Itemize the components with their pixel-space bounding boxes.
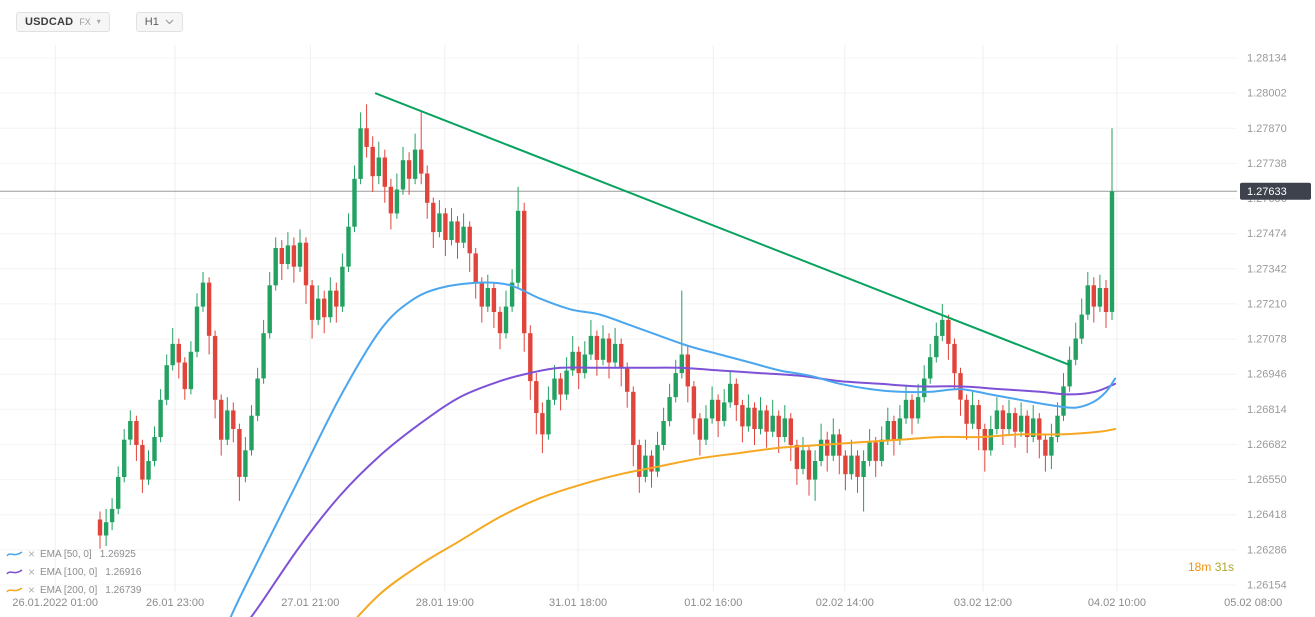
svg-text:1.27870: 1.27870 xyxy=(1247,123,1287,135)
candle-countdown: 18m 31s xyxy=(1188,560,1234,574)
svg-text:1.26550: 1.26550 xyxy=(1247,474,1287,486)
svg-text:1.27210: 1.27210 xyxy=(1247,298,1287,310)
svg-text:1.26154: 1.26154 xyxy=(1247,580,1287,592)
svg-text:1.28134: 1.28134 xyxy=(1247,53,1287,65)
svg-text:03.02 12:00: 03.02 12:00 xyxy=(954,597,1012,609)
symbol-selector[interactable]: USDCAD FX ▾ xyxy=(16,12,110,32)
countdown-minutes: 18m xyxy=(1188,560,1212,574)
svg-text:31.01 18:00: 31.01 18:00 xyxy=(549,597,607,609)
indicator-value: 1.26739 xyxy=(105,584,142,596)
svg-text:1.28002: 1.28002 xyxy=(1247,88,1287,100)
ema50-line[interactable] xyxy=(218,281,1117,617)
chevron-down-icon xyxy=(165,19,174,25)
timeframe-selector[interactable]: H1 xyxy=(135,12,183,32)
svg-text:1.26286: 1.26286 xyxy=(1247,544,1287,556)
indicator-value: 1.26925 xyxy=(99,548,136,560)
remove-indicator-button[interactable]: × xyxy=(28,583,36,597)
svg-text:26.01 23:00: 26.01 23:00 xyxy=(146,597,204,609)
caret-down-icon: ▾ xyxy=(96,17,101,26)
svg-text:28.01 19:00: 28.01 19:00 xyxy=(416,597,474,609)
timeframe-label: H1 xyxy=(144,16,159,28)
ema-line-icon xyxy=(6,551,23,557)
svg-text:05.02 08:00: 05.02 08:00 xyxy=(1224,597,1282,609)
svg-text:1.27078: 1.27078 xyxy=(1247,334,1287,346)
legend-row-ema50: × EMA [50, 0] 1.26925 xyxy=(6,545,141,563)
price-axis[interactable]: 1.281341.280021.278701.277381.276061.274… xyxy=(1247,53,1287,592)
svg-text:1.26682: 1.26682 xyxy=(1247,439,1287,451)
trendline[interactable] xyxy=(374,92,1071,367)
indicator-label: EMA [200, 0] xyxy=(40,584,98,596)
svg-text:1.26814: 1.26814 xyxy=(1247,404,1287,416)
ema100-line[interactable] xyxy=(221,366,1117,617)
ema-line-icon xyxy=(6,569,23,575)
svg-text:1.27633: 1.27633 xyxy=(1247,186,1287,198)
svg-text:01.02 16:00: 01.02 16:00 xyxy=(684,597,742,609)
svg-text:1.26946: 1.26946 xyxy=(1247,369,1287,381)
svg-text:26.01.2022 01:00: 26.01.2022 01:00 xyxy=(12,597,98,609)
symbol-name: USDCAD xyxy=(25,16,74,28)
legend-row-ema200: × EMA [200, 0] 1.26739 xyxy=(6,581,141,599)
candles-layer xyxy=(97,104,1115,549)
ema200-line[interactable] xyxy=(324,428,1117,617)
countdown-seconds: 31s xyxy=(1214,560,1235,574)
svg-text:04.02 10:00: 04.02 10:00 xyxy=(1088,597,1146,609)
svg-text:1.27738: 1.27738 xyxy=(1247,158,1287,170)
indicator-legend: × EMA [50, 0] 1.26925 × EMA [100, 0] 1.2… xyxy=(6,545,141,599)
symbol-toolbar: USDCAD FX ▾ H1 xyxy=(16,12,183,32)
svg-text:1.27342: 1.27342 xyxy=(1247,263,1287,275)
svg-text:1.26418: 1.26418 xyxy=(1247,509,1287,521)
price-badge: 1.27633 xyxy=(1240,182,1311,200)
indicator-value: 1.26916 xyxy=(105,566,142,578)
indicator-label: EMA [100, 0] xyxy=(40,566,98,578)
remove-indicator-button[interactable]: × xyxy=(28,547,36,561)
grid xyxy=(0,45,1237,592)
svg-text:02.02 14:00: 02.02 14:00 xyxy=(816,597,874,609)
time-axis[interactable]: 26.01.2022 01:00 26.01 23:00 27.01 21:00 28… xyxy=(12,597,1282,609)
ema-line-icon xyxy=(6,587,23,593)
market-label: FX xyxy=(79,17,91,27)
legend-row-ema100: × EMA [100, 0] 1.26916 xyxy=(6,563,141,581)
remove-indicator-button[interactable]: × xyxy=(28,565,36,579)
svg-text:27.01 21:00: 27.01 21:00 xyxy=(281,597,339,609)
svg-text:1.27474: 1.27474 xyxy=(1247,228,1287,240)
indicator-label: EMA [50, 0] xyxy=(40,548,92,560)
